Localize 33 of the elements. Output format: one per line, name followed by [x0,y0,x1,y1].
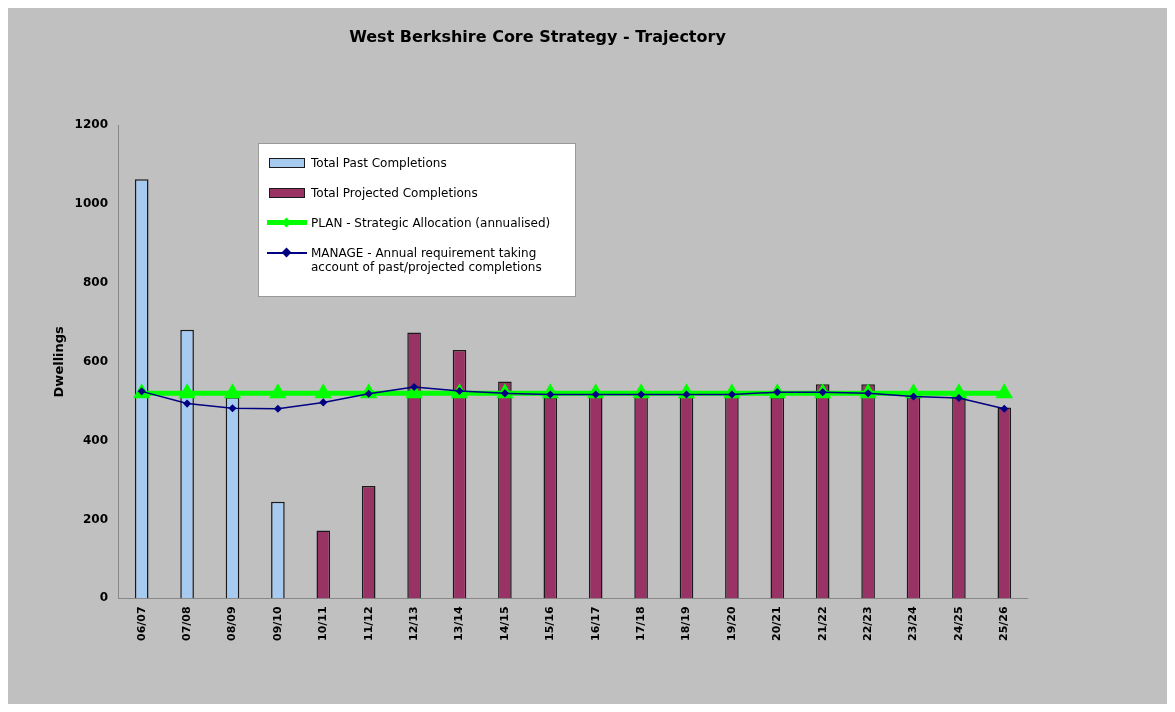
y-axis-title: Dwellings [51,325,67,398]
legend-label: Total Past Completions [311,156,447,170]
x-tick-label: 13/14 [452,606,466,642]
legend-label: Total Projected Completions [311,186,478,200]
y-tick-label: 200 [82,511,108,526]
chart-title: West Berkshire Core Strategy - Trajectory [349,26,727,46]
x-tick-label: 10/11 [316,606,330,642]
x-tick-label: 24/25 [951,606,965,642]
x-tick-label: 22/23 [860,606,874,642]
y-tick-label: 400 [82,432,108,447]
legend-label: PLAN - Strategic Allocation (annualised) [311,216,551,230]
y-tick-label: 0 [99,590,108,605]
x-tick-label: 17/18 [633,606,647,642]
y-tick-label: 600 [82,353,108,368]
x-tick-label: 23/24 [906,606,920,642]
x-tick-label: 18/19 [679,606,693,642]
x-tick-label: 09/10 [270,606,284,642]
x-tick-label: 16/17 [588,606,602,642]
x-tick-label: 11/12 [361,606,375,642]
x-tick-label: 07/08 [179,606,193,642]
y-tick-label: 800 [82,275,108,290]
x-tick-label: 20/21 [770,606,784,642]
x-tick-label: 21/22 [815,606,829,642]
x-tick-label: 12/13 [406,606,420,642]
x-tick-label: 14/15 [497,606,511,642]
x-tick-label: 19/20 [724,606,738,642]
x-tick-label: 25/26 [997,606,1011,642]
x-tick-label: 08/09 [225,606,239,642]
legend-label: MANAGE - Annual requirement taking account of past/projected completions [311,246,543,274]
x-tick-label: 06/07 [134,606,148,642]
x-tick-label: 15/16 [543,606,557,642]
y-tick-label: 1000 [74,196,108,211]
y-tick-label: 1200 [74,117,108,132]
